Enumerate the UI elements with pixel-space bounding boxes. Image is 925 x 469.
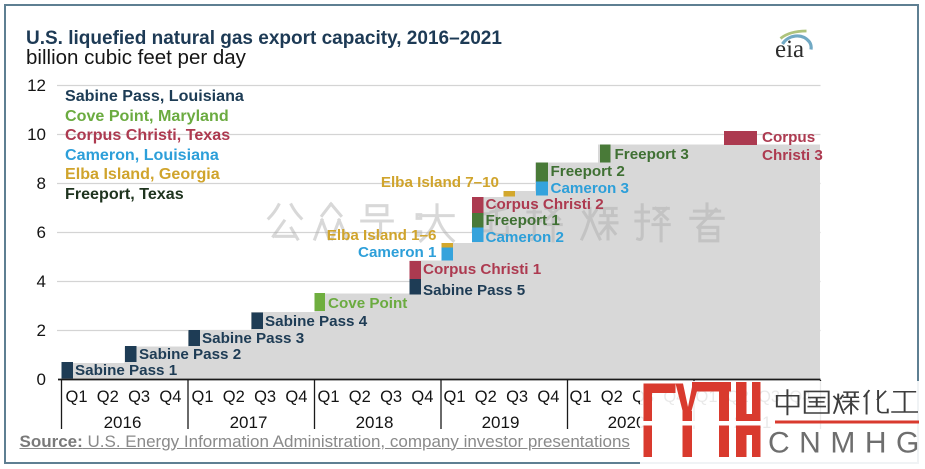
svg-text:eia: eia: [775, 36, 804, 63]
svg-text:CNMHG: CNMHG: [768, 427, 925, 460]
